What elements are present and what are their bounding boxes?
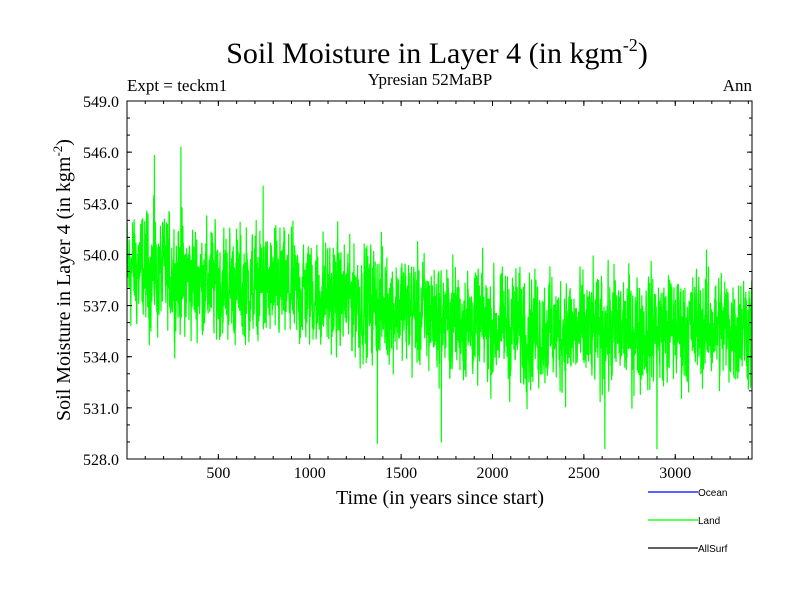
y-tick-label: 531.0 [83,401,119,418]
x-axis: 500 1000 1500 2000 2500 3000 [144,101,749,482]
series-line-land [126,146,753,450]
x-tick-label: 500 [206,465,230,482]
legend-label-land: Land [698,516,720,527]
x-tick-label: 2000 [476,465,508,482]
x-tick-label: 2500 [568,465,600,482]
y-tick-label: 549.0 [83,94,119,111]
x-axis-label: Time (in years since start) [336,487,544,509]
experiment-label: Expt = teckm1 [127,76,227,95]
y-tick-label: 528.0 [83,452,119,469]
season-label: Ann [723,76,753,95]
legend: Ocean Land AllSurf [648,488,728,555]
x-tick-label: 3000 [659,465,691,482]
y-tick-label: 534.0 [83,350,119,367]
x-tick-label: 1500 [385,465,417,482]
x-tick-label: 1000 [294,465,326,482]
series-layer [126,146,753,450]
chart-title: Soil Moisture in Layer 4 (in kgm-2) [226,35,648,70]
y-tick-label: 543.0 [83,196,119,213]
y-axis: 528.0 531.0 534.0 537.0 540.0 543.0 546.0 549.0 [83,94,752,469]
y-tick-label: 537.0 [83,299,119,316]
legend-label-allsurf: AllSurf [698,544,728,555]
legend-label-ocean: Ocean [698,488,727,499]
plot-frame [126,100,753,460]
y-tick-label: 546.0 [83,145,119,162]
y-tick-label: 540.0 [83,247,119,264]
y-axis-label: Soil Moisture in Layer 4 (in kgm-2) [50,139,75,421]
chart-subtitle: Ypresian 52MaBP [368,70,493,89]
